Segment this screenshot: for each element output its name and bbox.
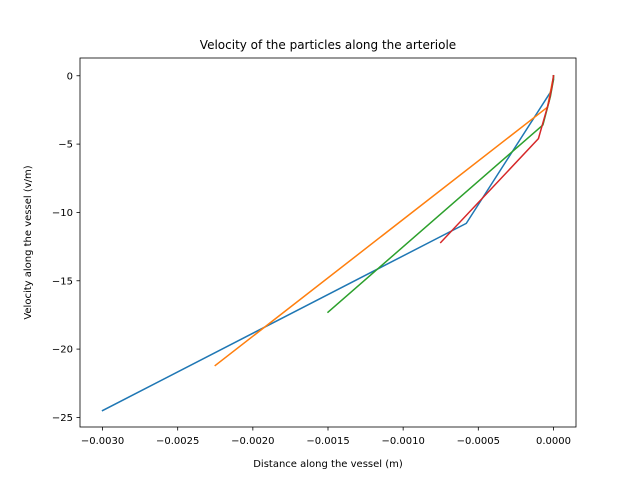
y-tick-label: −5 [58, 140, 73, 151]
y-tick-label: −25 [52, 413, 73, 424]
series-line-1 [101, 75, 555, 412]
x-tick-label: −0.0020 [231, 436, 274, 447]
series-line-4 [439, 74, 555, 244]
x-tick-label: −0.0005 [457, 436, 500, 447]
y-tick-label: 0 [67, 71, 73, 82]
series-layer [101, 74, 555, 412]
x-tick-label: −0.0025 [156, 436, 199, 447]
y-axis-title: Velocity along the vessel (v/m) [23, 165, 34, 319]
x-tick-label: −0.0030 [81, 436, 124, 447]
y-tick-label: −15 [52, 276, 73, 287]
x-axis-ticks: −0.0030 −0.0025 −0.0020 −0.0015 −0.0010 −0.00… [81, 427, 571, 447]
chart-title: Velocity of the particles along the arte… [200, 38, 456, 52]
y-tick-label: −10 [52, 208, 73, 219]
y-axis-ticks: 0 −5 −10 −15 −20 −25 [52, 71, 80, 424]
series-line-2 [214, 75, 555, 367]
plot-frame [79, 57, 577, 428]
x-tick-label: 0.0000 [536, 436, 571, 447]
x-tick-label: −0.0010 [381, 436, 424, 447]
y-tick-label: −20 [52, 345, 73, 356]
x-axis-title: Distance along the vessel (m) [253, 459, 403, 470]
x-tick-label: −0.0015 [306, 436, 349, 447]
